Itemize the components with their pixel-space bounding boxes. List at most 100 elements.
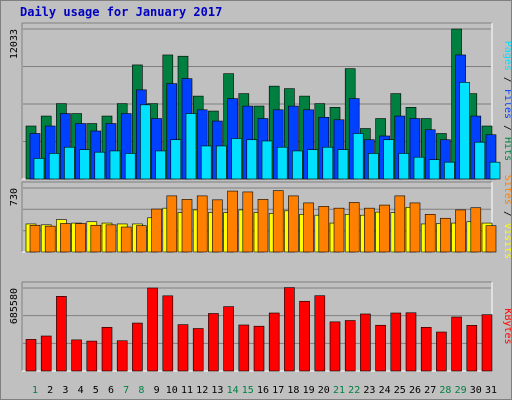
x-tick-label: 20: [318, 385, 330, 396]
x-tick-label: 29: [455, 385, 467, 396]
x-tick-label: 16: [257, 385, 269, 396]
bar-sites: [227, 190, 238, 253]
legend-entry: Pages: [502, 41, 511, 71]
bar-kbytes: [299, 300, 310, 372]
series-kbytes: [25, 287, 493, 372]
bar-pages: [185, 113, 197, 180]
legend-entry: /: [502, 205, 511, 223]
bar-sites: [348, 202, 360, 253]
legend-entry: Visits: [502, 223, 511, 259]
x-tick-label: 2: [47, 385, 53, 396]
bar-sites: [105, 224, 117, 253]
x-tick-label: 28: [439, 385, 451, 396]
x-tick-label: 6: [108, 385, 114, 396]
bar-kbytes: [329, 321, 341, 372]
bar-sites: [136, 225, 147, 253]
bar-kbytes: [192, 328, 204, 372]
bar-kbytes: [360, 313, 371, 372]
bar-pages: [352, 133, 364, 180]
bar-pages: [170, 139, 182, 180]
legend-entry: /: [502, 71, 511, 89]
y-max-label: 12033: [9, 29, 20, 59]
bar-kbytes: [466, 325, 478, 372]
x-tick-label: 22: [348, 385, 360, 396]
x-axis-labels: 1 2 3 4 5 6 7 8 9 10 11 12 13 14 15 16 17 18 19 20 21 22 23 24 2…: [32, 385, 497, 396]
bar-pages: [200, 145, 212, 180]
bar-pages: [368, 153, 379, 180]
bar-sites: [90, 224, 102, 253]
bar-pages: [474, 141, 486, 180]
bar-pages: [444, 161, 455, 180]
bar-kbytes: [314, 295, 326, 372]
bar-sites: [379, 204, 390, 253]
legend-label: KBytes: [502, 308, 511, 344]
bar-pages: [276, 146, 288, 180]
x-tick-label: 17: [272, 385, 284, 396]
bar-kbytes: [71, 339, 82, 372]
x-tick-label: 5: [93, 385, 99, 396]
bar-sites: [288, 195, 299, 253]
bar-kbytes: [344, 320, 356, 372]
bar-pages: [231, 138, 242, 180]
legend-entry: /: [502, 119, 511, 137]
bar-sites: [120, 226, 132, 253]
bar-pages: [48, 153, 60, 180]
chart-panels: 12033 Pages / Files / Hits 730 Sites / Visi…: [9, 22, 511, 372]
bar-kbytes: [284, 287, 295, 372]
bar-kbytes: [481, 314, 493, 372]
bar-sites: [166, 195, 178, 253]
bar-kbytes: [268, 312, 280, 372]
bar-kbytes: [223, 306, 234, 372]
bar-kbytes: [405, 312, 417, 372]
series-pages: [33, 82, 501, 180]
x-tick-label: 14: [227, 385, 239, 396]
bar-sites: [318, 206, 330, 253]
bar-sites: [196, 195, 208, 253]
bar-sites: [181, 199, 193, 253]
y-max-label: 685580: [9, 288, 20, 324]
bar-kbytes: [132, 322, 143, 372]
x-tick-label: 21: [333, 385, 345, 396]
bar-sites: [455, 209, 466, 253]
bar-pages: [337, 149, 349, 180]
bar-kbytes: [420, 326, 432, 372]
x-tick-label: 24: [379, 385, 391, 396]
bar-kbytes: [25, 339, 37, 372]
bar-sites: [151, 208, 162, 253]
bar-sites: [303, 202, 314, 253]
bar-pages: [216, 145, 227, 180]
bar-kbytes: [390, 312, 402, 372]
bar-kbytes: [56, 296, 67, 372]
bar-sites: [424, 214, 436, 253]
bar-pages: [307, 149, 318, 180]
bar-pages: [94, 151, 106, 180]
x-tick-label: 7: [123, 385, 129, 396]
bar-kbytes: [147, 287, 158, 372]
x-tick-label: 3: [62, 385, 68, 396]
x-tick-label: 27: [424, 385, 436, 396]
bar-kbytes: [101, 326, 113, 372]
bar-kbytes: [238, 324, 250, 372]
panel-pages-files-hits: 12033 Pages / Files / Hits: [9, 22, 511, 180]
bar-sites: [60, 223, 71, 253]
bar-pages: [322, 146, 334, 180]
bar-sites: [470, 207, 482, 253]
bar-pages: [64, 146, 75, 180]
bar-pages: [155, 150, 166, 180]
bar-kbytes: [436, 331, 447, 372]
bar-sites: [257, 199, 269, 253]
x-tick-label: 23: [363, 385, 375, 396]
bar-pages: [124, 153, 136, 180]
bar-kbytes: [116, 340, 128, 372]
panel-sites-visits: 730 Sites / Visits: [9, 175, 511, 259]
legend-entry: Hits: [502, 137, 511, 161]
legend-entry: Sites: [502, 175, 511, 205]
bar-sites: [409, 202, 421, 253]
bar-pages: [489, 161, 501, 180]
bar-kbytes: [375, 324, 386, 372]
bar-pages: [79, 149, 90, 180]
x-tick-label: 25: [394, 385, 406, 396]
bar-kbytes: [451, 316, 462, 372]
